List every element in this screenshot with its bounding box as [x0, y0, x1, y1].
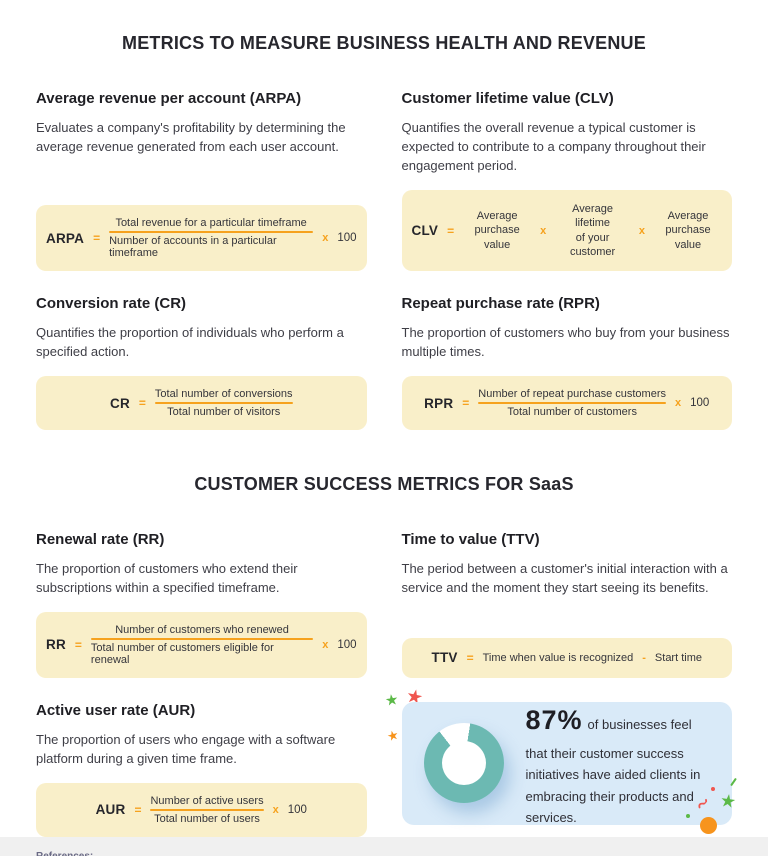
- formula-box-rpr: RPR = Number of repeat purchase customer…: [401, 376, 732, 431]
- formula-box-clv: CLV = Average purchase value x Average l…: [401, 189, 732, 272]
- fraction-denominator: Total number of customers eligible for r…: [90, 641, 274, 666]
- multiplier: 100: [287, 803, 307, 816]
- formula-label: CLV: [411, 223, 439, 238]
- formula-box-cr: CR = Total number of conversions Total n…: [36, 376, 367, 431]
- fraction: Number of customers who renewed Total nu…: [90, 623, 314, 666]
- customer-success-grid: Renewal rate (RR) The proportion of cust…: [36, 531, 737, 837]
- metric-heading: Average revenue per account (ARPA): [36, 90, 302, 107]
- formula-box-rr: RR = Number of customers who renewed Tot…: [36, 611, 367, 678]
- fraction-denominator: Total number of visitors: [167, 406, 281, 419]
- fraction-bar: [150, 808, 264, 811]
- fraction-bar: [90, 637, 314, 640]
- metric-rpr: Repeat purchase rate (RPR) The proportio…: [401, 295, 732, 431]
- metric-arpa: Average revenue per account (ARPA) Evalu…: [36, 90, 367, 272]
- formula-label: RR: [46, 637, 66, 653]
- metric-description: Quantifies the overall revenue a typical…: [401, 120, 706, 173]
- fraction: Number of active users Total number of u…: [150, 794, 264, 825]
- metric-description: The proportion of customers who buy from…: [401, 325, 730, 360]
- formula-box-ttv: TTV = Time when value is recognized - St…: [401, 637, 732, 678]
- metric-description: The period between a customer's initial …: [401, 561, 728, 595]
- page-title: METRICS TO MEASURE BUSINESS HEALTH AND R…: [122, 33, 646, 53]
- fraction-denominator: Total number of users: [154, 812, 260, 825]
- fraction: Total number of conversions Total number…: [154, 388, 293, 419]
- references-footer: References: Zendesk CX Trends Report 202…: [0, 836, 768, 856]
- metric-heading: Customer lifetime value (CLV): [401, 90, 614, 107]
- stat-card-wrapper: ★ ★ ★ 87% of businesses feel that their c…: [383, 685, 737, 837]
- fraction-numerator: Total number of conversions: [154, 388, 293, 401]
- stat-description: of businesses feel that their customer s…: [525, 717, 701, 826]
- fraction-denominator: Number of accounts in a particular timef…: [109, 235, 277, 260]
- donut-chart-87-percent: [423, 723, 504, 804]
- fraction-numerator: Total revenue for a particular timeframe: [115, 217, 307, 230]
- formula-box-aur: AUR = Number of active users Total numbe…: [36, 782, 367, 837]
- formula-term: Start time: [654, 651, 702, 664]
- multiplier: 100: [337, 638, 357, 651]
- references-heading: References:: [36, 848, 732, 856]
- star-icon-orange: ★: [384, 726, 400, 745]
- fraction-numerator: Number of repeat purchase customers: [478, 388, 666, 401]
- metric-description: The proportion of users who engage with …: [36, 731, 336, 766]
- metric-description: Evaluates a company's profitability by d…: [36, 120, 346, 154]
- metric-aur: Active user rate (AUR) The proportion of…: [36, 702, 367, 837]
- multiply-sign: x: [540, 224, 547, 237]
- section-title-saas: CUSTOMER SUCCESS METRICS FOR SaaS: [194, 474, 574, 495]
- multiply-sign: x: [675, 397, 682, 410]
- multiply-sign: x: [638, 224, 646, 237]
- multiply-sign: x: [322, 232, 329, 245]
- star-icon-green: ★: [383, 691, 400, 710]
- equals-sign: =: [134, 802, 142, 817]
- fraction: Number of repeat purchase customers Tota…: [478, 388, 666, 418]
- equals-sign: =: [462, 396, 470, 411]
- metric-description: The proportion of customers who extend t…: [36, 561, 298, 595]
- metric-ttv: Time to value (TTV) The period between a…: [401, 531, 732, 678]
- equals-sign: =: [138, 396, 146, 411]
- formula-label: AUR: [95, 802, 126, 818]
- fraction-denominator: Total number of customers: [507, 406, 637, 419]
- fraction-numerator: Number of customers who renewed: [115, 623, 289, 636]
- fraction-numerator: Number of active users: [150, 794, 264, 807]
- metric-heading: Repeat purchase rate (RPR): [401, 295, 600, 313]
- metric-heading: Conversion rate (CR): [36, 295, 187, 313]
- formula-term: Time when value is recognized: [482, 651, 634, 664]
- formula-label: ARPA: [46, 230, 85, 246]
- equals-sign: =: [93, 231, 101, 246]
- stat-card: 87% of businesses feel that their custome…: [401, 701, 732, 825]
- metric-clv: Customer lifetime value (CLV) Quantifies…: [401, 90, 732, 272]
- stat-value: 87%: [525, 705, 583, 736]
- multiply-sign: x: [322, 638, 329, 651]
- fraction-bar: [154, 402, 293, 405]
- formula-term: Average lifetime of your customer: [569, 202, 616, 258]
- formula-box-arpa: ARPA = Total revenue for a particular ti…: [36, 205, 367, 272]
- formula-label: CR: [110, 395, 130, 411]
- stat-text: 87% of businesses feel that their custome…: [526, 698, 711, 828]
- formula-label: TTV: [431, 650, 458, 666]
- equals-sign: =: [466, 650, 474, 665]
- multiply-sign: x: [272, 803, 279, 816]
- fraction-bar: [478, 402, 666, 405]
- metric-cr: Conversion rate (CR) Quantifies the prop…: [36, 295, 367, 431]
- business-health-grid: Average revenue per account (ARPA) Evalu…: [36, 90, 732, 431]
- metric-heading: Active user rate (AUR): [36, 701, 196, 719]
- formula-term: Average purchase value: [665, 210, 711, 251]
- fraction-bar: [109, 231, 314, 234]
- main-content: METRICS TO MEASURE BUSINESS HEALTH AND R…: [36, 33, 737, 837]
- fraction: Total revenue for a particular timeframe…: [109, 217, 314, 260]
- metric-heading: Renewal rate (RR): [36, 531, 165, 549]
- metric-heading: Time to value (TTV): [401, 531, 540, 549]
- equals-sign: =: [74, 637, 82, 652]
- formula-label: RPR: [424, 395, 454, 411]
- metric-rr: Renewal rate (RR) The proportion of cust…: [36, 531, 367, 678]
- metric-description: Quantifies the proportion of individuals…: [36, 325, 344, 360]
- multiplier: 100: [690, 397, 710, 410]
- minus-sign: -: [642, 651, 646, 664]
- equals-sign: =: [447, 223, 455, 238]
- formula-term: Average purchase value: [474, 210, 520, 251]
- multiplier: 100: [337, 232, 357, 245]
